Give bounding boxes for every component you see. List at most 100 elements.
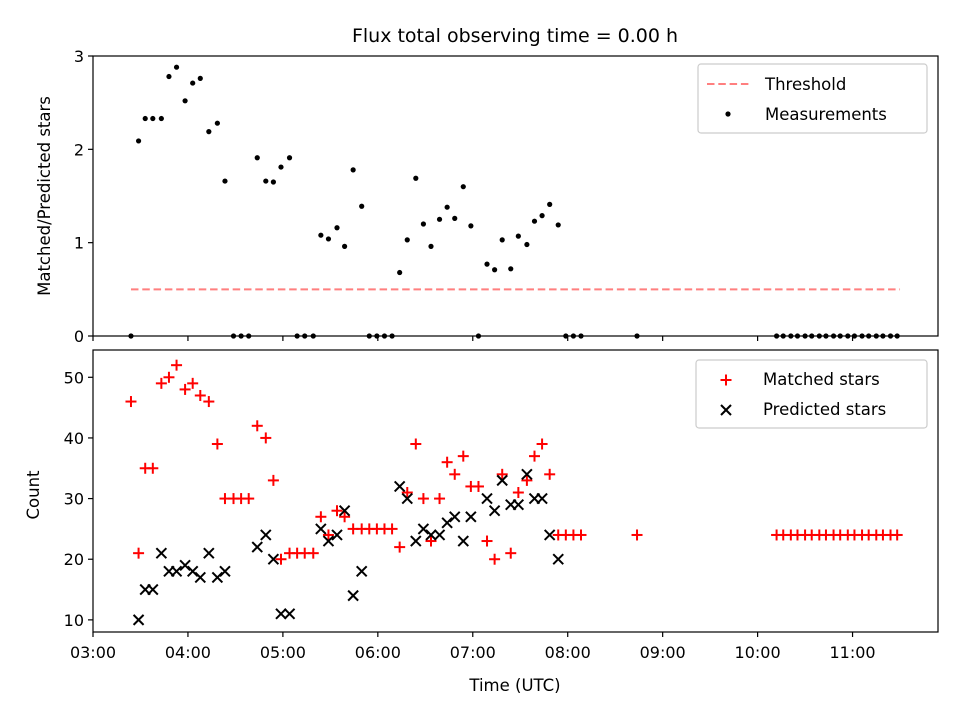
bottom-x-tick-label: 07:00 [450, 643, 496, 662]
measurement-point [413, 175, 419, 181]
matched-star-point [410, 438, 422, 450]
predicted-star-point [331, 529, 343, 541]
matched-star-point [251, 420, 263, 432]
bottom-x-tick-label: 10:00 [735, 643, 781, 662]
predicted-star-point [219, 565, 231, 578]
matched-star-point [434, 493, 446, 505]
bottom-plot-frame [92, 349, 939, 633]
predicted-star-point [536, 492, 548, 505]
top-legend-box [697, 63, 928, 134]
top-panel: Flux total observing time = 0.00 h 0123 … [35, 25, 939, 346]
predicted-star-point [322, 535, 335, 547]
matched-star-point [528, 450, 540, 462]
measurement-point [197, 75, 203, 81]
measurement-point [222, 178, 228, 184]
measurement-point [452, 215, 458, 221]
measurement-point [436, 216, 443, 222]
legend-predicted-label: Predicted stars [763, 400, 886, 419]
top-y-tick-label: 1 [74, 234, 84, 253]
measurement-point [325, 236, 332, 242]
matched-swatch-marker [720, 374, 732, 386]
predicted-star-point [203, 547, 215, 559]
measurement-point [428, 243, 434, 249]
predicted-star-point [393, 480, 406, 493]
count-series [125, 359, 903, 626]
matched-star-point [179, 383, 191, 395]
matched-star-point [457, 450, 469, 462]
matched-star-point [449, 468, 461, 480]
top-y-tick-label: 2 [74, 140, 84, 159]
measurement-point [286, 155, 293, 161]
predicted-star-point [194, 571, 206, 584]
matched-star-point [425, 535, 437, 547]
predicted-star-point [347, 589, 359, 602]
measurement-point [515, 233, 521, 239]
measurement-point [460, 184, 466, 190]
measurement-point [318, 232, 324, 238]
matched-star-point [496, 468, 508, 480]
measurement-point [492, 267, 498, 273]
measurement-point [539, 213, 545, 219]
predicted-star-point [496, 474, 508, 487]
matched-star-point [512, 487, 524, 499]
matched-star-point [163, 371, 175, 383]
measurement-point [158, 115, 164, 122]
measurement-point [350, 167, 356, 173]
bottom-x-axis-label: Time (UTC) [468, 676, 560, 695]
matched-star-point [187, 377, 199, 389]
predicted-star-point [488, 505, 501, 517]
top-y-tick-label: 0 [74, 327, 84, 346]
measurement-point [524, 241, 530, 248]
bottom-x-tick-label: 09:00 [640, 643, 686, 662]
bottom-y-tick-label: 30 [64, 490, 84, 509]
bottom-x-tick-label: 04:00 [165, 643, 211, 662]
matched-star-point [536, 438, 548, 450]
measurement-point [278, 164, 284, 170]
measurement-point [342, 243, 348, 249]
predicted-star-point [186, 565, 199, 578]
measurement-point [468, 223, 474, 229]
matched-star-point [394, 541, 406, 553]
bottom-x-tick-label: 06:00 [355, 643, 401, 662]
matched-star-point [194, 389, 206, 401]
matched-star-point [322, 529, 334, 541]
matched-star-point [891, 529, 903, 541]
matched-star-point [544, 468, 556, 480]
measurement-point [254, 155, 260, 161]
measurement-point [547, 201, 553, 207]
legend-predicted-swatch [720, 404, 732, 416]
matched-star-point [147, 462, 159, 474]
legend-measurements-swatch [725, 111, 731, 117]
measurement-point [166, 73, 172, 80]
top-y-axis: 0 1 2 3 [74, 47, 93, 346]
top-y-axis-label: Matched/Predicted stars [35, 96, 54, 296]
bottom-x-tick-label: 05:00 [260, 643, 306, 662]
matched-star-point [575, 529, 587, 541]
matched-star-point [441, 456, 453, 468]
predicted-star-point [449, 511, 461, 523]
top-y-tick-label: 3 [74, 47, 84, 66]
bottom-legend: Matched stars Predicted stars [695, 359, 928, 429]
matched-star-point [203, 396, 215, 408]
matched-star-point [481, 535, 493, 547]
top-legend: Threshold Measurements [697, 63, 928, 134]
measurement-point [444, 204, 450, 210]
matched-star-point [417, 493, 429, 505]
matched-star-point [489, 553, 501, 565]
measurement-point [270, 179, 276, 185]
matched-star-point [521, 474, 533, 486]
predicted-star-point [433, 529, 446, 541]
measurement-point [190, 80, 196, 86]
matched-star-point [267, 474, 279, 486]
bottom-x-tick-label: 11:00 [829, 643, 875, 662]
matched-star-point [211, 438, 223, 450]
bottom-y-tick-label: 50 [64, 368, 84, 387]
measurement-point [142, 115, 148, 122]
bottom-y-tick-label: 10 [64, 611, 84, 630]
top-plot-frame [92, 55, 939, 337]
measurement-point [397, 269, 403, 276]
predicted-star-point [147, 583, 159, 596]
matched-star-point [243, 493, 255, 505]
measurement-point [484, 261, 490, 267]
legend-threshold-label: Threshold [764, 75, 846, 94]
